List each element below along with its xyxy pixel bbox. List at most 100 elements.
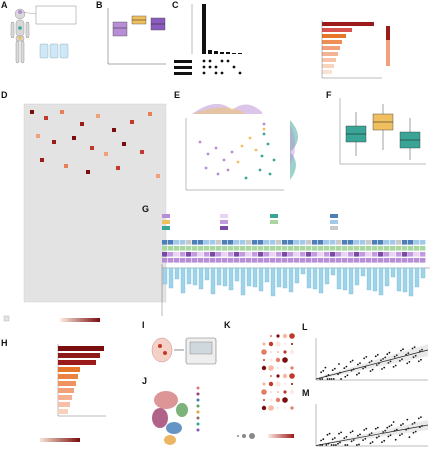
track-cell xyxy=(192,240,198,245)
k-dot xyxy=(270,335,272,337)
k-dot xyxy=(262,342,266,346)
track-cell xyxy=(312,252,318,257)
g-bar xyxy=(306,267,312,289)
track-cell xyxy=(276,252,282,257)
scatter-point xyxy=(331,369,334,372)
g-bar xyxy=(414,267,420,288)
track-cell xyxy=(342,240,348,245)
k-dot xyxy=(289,389,295,395)
track-cell xyxy=(162,240,168,245)
scatter-point xyxy=(381,368,383,370)
k-dot xyxy=(261,405,267,411)
track-cell xyxy=(390,258,396,263)
track-cell xyxy=(420,258,426,263)
scatter-point xyxy=(399,359,401,362)
track-cell xyxy=(354,240,360,245)
track-cell xyxy=(198,246,204,251)
k-dot xyxy=(283,350,287,354)
panel-label-e: E xyxy=(174,90,181,100)
track-cell xyxy=(390,252,396,257)
scatter-point xyxy=(386,353,389,356)
g-bar xyxy=(408,267,414,297)
scatter-point xyxy=(375,436,378,439)
track-cell xyxy=(228,252,234,257)
k-dot xyxy=(277,407,279,409)
track-cell xyxy=(366,252,372,257)
g-bar xyxy=(180,267,186,294)
g-bar xyxy=(384,267,390,287)
track-cell xyxy=(354,252,360,257)
scatter-point xyxy=(376,353,379,356)
track-cell xyxy=(174,258,180,263)
scatter-point xyxy=(362,367,364,370)
g-bar xyxy=(198,267,204,290)
scatter-point xyxy=(381,441,383,443)
scatter-point xyxy=(412,431,415,434)
track-cell xyxy=(300,246,306,251)
g-bar xyxy=(312,267,318,290)
g-bar xyxy=(300,267,306,275)
k-dot xyxy=(263,359,265,361)
scatter-point xyxy=(407,352,410,355)
track-cell xyxy=(312,240,318,245)
scatter-point xyxy=(333,437,336,439)
track-cell xyxy=(234,258,240,263)
scatter-point xyxy=(345,435,348,438)
track-cell xyxy=(402,252,408,257)
track-cell xyxy=(420,252,426,257)
panel-label-f: F xyxy=(326,90,332,100)
track-cell xyxy=(330,240,336,245)
panel-g-bars xyxy=(162,267,426,297)
track-cell xyxy=(294,258,300,263)
panel-label-l: L xyxy=(302,322,308,332)
panel-label-b: B xyxy=(96,0,103,10)
track-cell xyxy=(378,240,384,245)
track-cell xyxy=(288,246,294,251)
g-bar xyxy=(186,267,192,285)
g-bar xyxy=(318,267,324,294)
panel-label-j: J xyxy=(142,376,148,386)
panel-label-k: K xyxy=(224,320,231,330)
scatter-point xyxy=(383,439,386,442)
k-dot xyxy=(289,373,295,379)
track-cell xyxy=(414,240,420,245)
scatter-point xyxy=(343,367,346,369)
scatter-point xyxy=(400,349,402,352)
k-dot xyxy=(291,359,293,361)
scatter-point xyxy=(386,426,389,429)
track-cell xyxy=(186,258,192,263)
track-cell xyxy=(360,258,366,263)
panel-label-c: C xyxy=(172,0,179,10)
scatter-point xyxy=(401,358,403,361)
panel-m: M xyxy=(302,388,433,454)
k-dot xyxy=(268,405,274,411)
track-cell xyxy=(414,252,420,257)
track-cell xyxy=(240,252,246,257)
track-cell xyxy=(222,252,228,257)
g-bar xyxy=(270,267,276,297)
track-cell xyxy=(348,246,354,251)
g-bar xyxy=(402,267,408,293)
k-dot xyxy=(275,341,281,347)
g-bar xyxy=(288,267,294,293)
track-cell xyxy=(282,240,288,245)
scatter-point xyxy=(326,433,329,436)
scatter-point xyxy=(369,370,372,372)
k-dot xyxy=(282,373,288,379)
scatter-point xyxy=(378,435,380,438)
scatter-point xyxy=(401,433,403,435)
track-cell xyxy=(408,252,414,257)
scatter-point xyxy=(320,371,322,374)
scatter-point xyxy=(346,374,349,377)
scatter-point xyxy=(332,444,335,446)
scatter-point xyxy=(420,416,422,418)
scatter-point xyxy=(383,366,386,369)
track-cell xyxy=(210,252,216,257)
panel-b: B xyxy=(96,0,170,78)
scatter-point xyxy=(419,350,421,352)
track-cell xyxy=(372,246,378,251)
track-cell xyxy=(198,258,204,263)
track-cell xyxy=(264,258,270,263)
scatter-point xyxy=(358,372,360,375)
scatter-point xyxy=(359,433,361,436)
